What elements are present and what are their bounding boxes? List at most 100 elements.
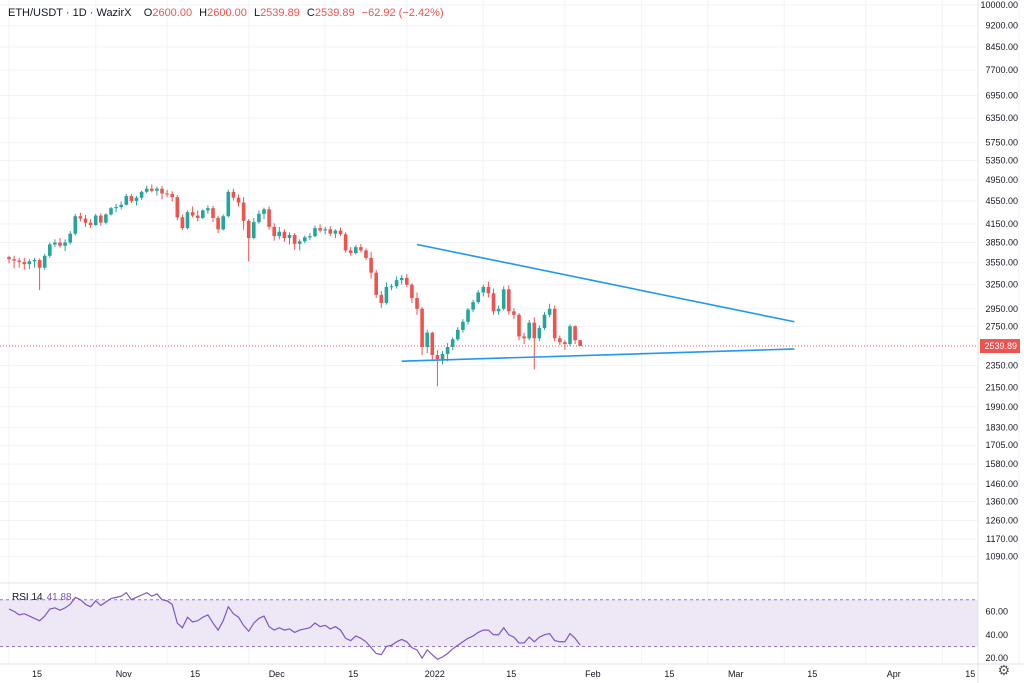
candle	[405, 274, 409, 287]
candle	[109, 207, 113, 216]
candle	[394, 276, 399, 289]
change-value: −62.92 (−2.42%)	[361, 7, 444, 19]
symbol-label[interactable]: ETH/USDT	[8, 7, 63, 19]
candle	[471, 299, 475, 313]
candle	[277, 226, 282, 240]
candle	[348, 247, 353, 256]
candle	[328, 226, 333, 237]
rsi-axis[interactable]: 60.00 40.00 20.00	[985, 606, 1008, 663]
candle	[303, 235, 307, 244]
candle	[333, 229, 338, 239]
candle	[399, 274, 404, 285]
candle	[32, 257, 37, 268]
candle	[42, 253, 47, 270]
price-tick-label: 1990.00	[985, 402, 1018, 412]
price-tick-label: 8450.00	[985, 42, 1018, 52]
candle	[139, 190, 144, 200]
low-label: L	[253, 7, 261, 19]
candle	[313, 225, 317, 238]
candle	[486, 281, 491, 298]
price-tick-label: 1830.00	[985, 423, 1018, 433]
exchange-label: WazirX	[96, 7, 132, 19]
candle	[170, 191, 174, 202]
candle	[12, 255, 16, 269]
candle	[369, 251, 373, 279]
time-tick-label: Apr	[887, 669, 901, 679]
high-value: 2600.00	[207, 7, 247, 19]
time-tick-label: Mar	[728, 669, 744, 679]
rsi-series[interactable]	[8, 591, 581, 661]
candle	[58, 238, 62, 248]
candle	[195, 210, 200, 222]
candle	[27, 259, 32, 270]
candle	[537, 325, 542, 342]
candle	[206, 205, 210, 214]
price-tick-label: 3850.00	[985, 238, 1018, 248]
candle	[568, 324, 572, 347]
upper-trendline	[416, 243, 795, 323]
candle	[389, 283, 394, 291]
candle	[73, 213, 78, 236]
price-tick-label: 10000.00	[980, 0, 1018, 10]
close-value: 2539.89	[314, 7, 355, 19]
candle	[241, 197, 246, 230]
price-tick-label: 4150.00	[985, 219, 1018, 229]
price-tick-label: 1360.00	[985, 496, 1018, 506]
candle	[558, 335, 562, 346]
time-tick-label: 15	[348, 669, 358, 679]
candle	[507, 285, 511, 315]
candle	[129, 193, 134, 204]
time-tick-label: 15	[664, 669, 674, 679]
rsi-tick-label: 40.00	[985, 630, 1008, 640]
price-tick-label: 2750.00	[985, 321, 1018, 331]
time-tick-label: Dec	[269, 669, 286, 679]
candle	[287, 232, 292, 245]
candle	[364, 248, 368, 260]
candle	[527, 320, 531, 341]
candlestick-series[interactable]	[7, 184, 582, 387]
candle	[476, 290, 480, 304]
gear-icon[interactable]: ⚙	[997, 662, 1010, 678]
candle	[338, 227, 343, 237]
candle	[37, 258, 42, 291]
candle	[104, 213, 108, 225]
candle	[211, 205, 215, 223]
candle	[435, 349, 440, 387]
candle	[542, 312, 547, 330]
candle	[501, 286, 506, 311]
candle	[114, 203, 118, 213]
candle	[359, 243, 363, 253]
time-axis[interactable]: 15Nov15Dec15202215Feb15Mar15Apr15May15Ju…	[32, 669, 1024, 679]
time-tick-label: 15	[506, 669, 516, 679]
candle	[78, 212, 83, 222]
candle	[415, 292, 419, 315]
candle	[425, 329, 429, 353]
candle	[491, 288, 496, 315]
candle	[257, 210, 261, 224]
price-axis[interactable]: 10000.00 9200.00 8450.00 7700.00 6950.00 6350…	[980, 0, 1018, 562]
price-tick-label: 1170.00	[986, 534, 1018, 544]
candle	[83, 215, 88, 227]
candle	[53, 239, 57, 248]
price-tick-label: 1090.00	[985, 552, 1018, 562]
candle	[201, 209, 205, 220]
candle	[552, 305, 557, 342]
ohlc-legend[interactable]: ETH/USDT · 1D · WazirX O2600.00 H2600.00…	[8, 7, 444, 19]
candle	[343, 232, 348, 253]
candle	[450, 337, 455, 350]
trendlines[interactable]	[401, 243, 795, 362]
candle	[440, 350, 445, 365]
candle	[88, 219, 93, 229]
candle	[379, 290, 384, 308]
candle	[165, 189, 169, 198]
candle	[190, 206, 195, 218]
interval-label[interactable]: 1D	[72, 7, 87, 19]
low-value: 2539.89	[260, 7, 300, 19]
candle	[93, 213, 98, 226]
candle	[517, 313, 521, 341]
candle	[231, 188, 236, 201]
time-tick-label: 15	[32, 669, 42, 679]
price-tick-label: 2950.00	[985, 304, 1018, 314]
rsi-legend[interactable]: RSI 14 41.88	[12, 592, 72, 603]
